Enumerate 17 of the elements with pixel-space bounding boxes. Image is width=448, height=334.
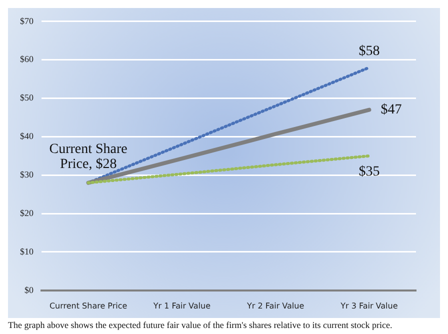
annotation: $35 (358, 164, 380, 180)
annotation: $58 (358, 44, 380, 60)
y-tick-label: $10 (20, 246, 34, 256)
y-tick-label: $70 (20, 16, 34, 26)
x-tick-label: Yr 1 Fair Value (152, 301, 211, 310)
annotation: $47 (380, 102, 402, 118)
y-tick-label: $0 (24, 284, 34, 295)
y-tick-label: $40 (20, 131, 34, 142)
y-tick-label: $60 (20, 54, 34, 64)
x-tick-label: Yr 2 Fair Value (246, 301, 304, 310)
annotation: Current Share Price, $28 (49, 142, 128, 172)
x-tick-label: Current Share Price (49, 301, 128, 310)
y-tick-label: $20 (20, 208, 34, 218)
y-tick-label: $50 (20, 92, 34, 103)
x-tick-label: Yr 3 Fair Value (340, 301, 398, 310)
text: The graph above shows the expected future fair value of the firm's shares relative to its current stock price. (8, 320, 394, 330)
y-tick-label: $30 (20, 169, 34, 180)
